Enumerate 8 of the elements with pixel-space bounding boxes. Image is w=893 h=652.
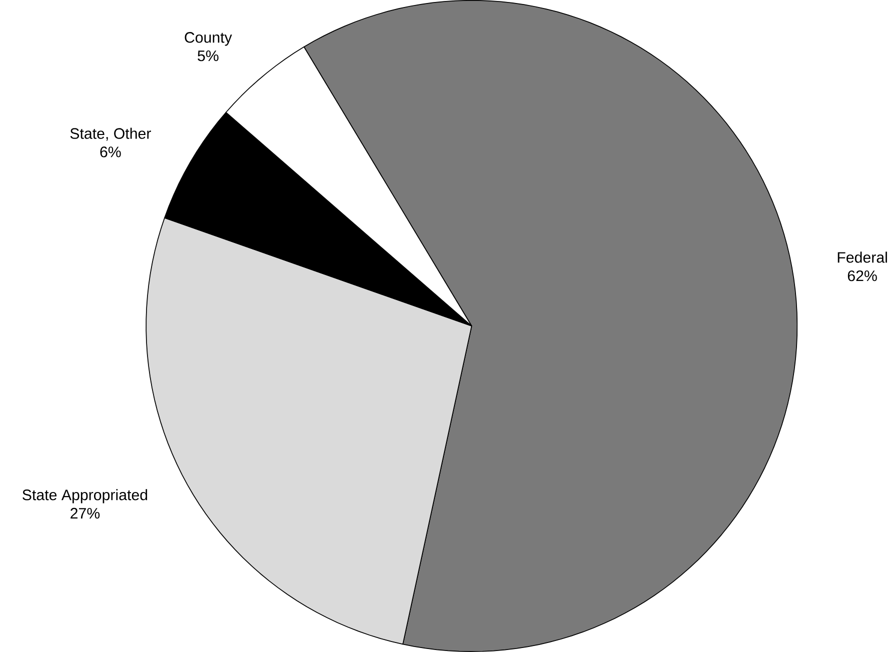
- slice-label: Federal: [838, 252, 887, 263]
- slice-label: State Appropriated: [22, 489, 148, 504]
- slice-label: County: [184, 32, 232, 46]
- data-label: 62%: [848, 270, 877, 282]
- slice-label: State, Other: [70, 128, 152, 141]
- data-label: 27%: [70, 508, 100, 519]
- data-label: 6%: [100, 146, 121, 158]
- data-label: 5%: [198, 50, 218, 62]
